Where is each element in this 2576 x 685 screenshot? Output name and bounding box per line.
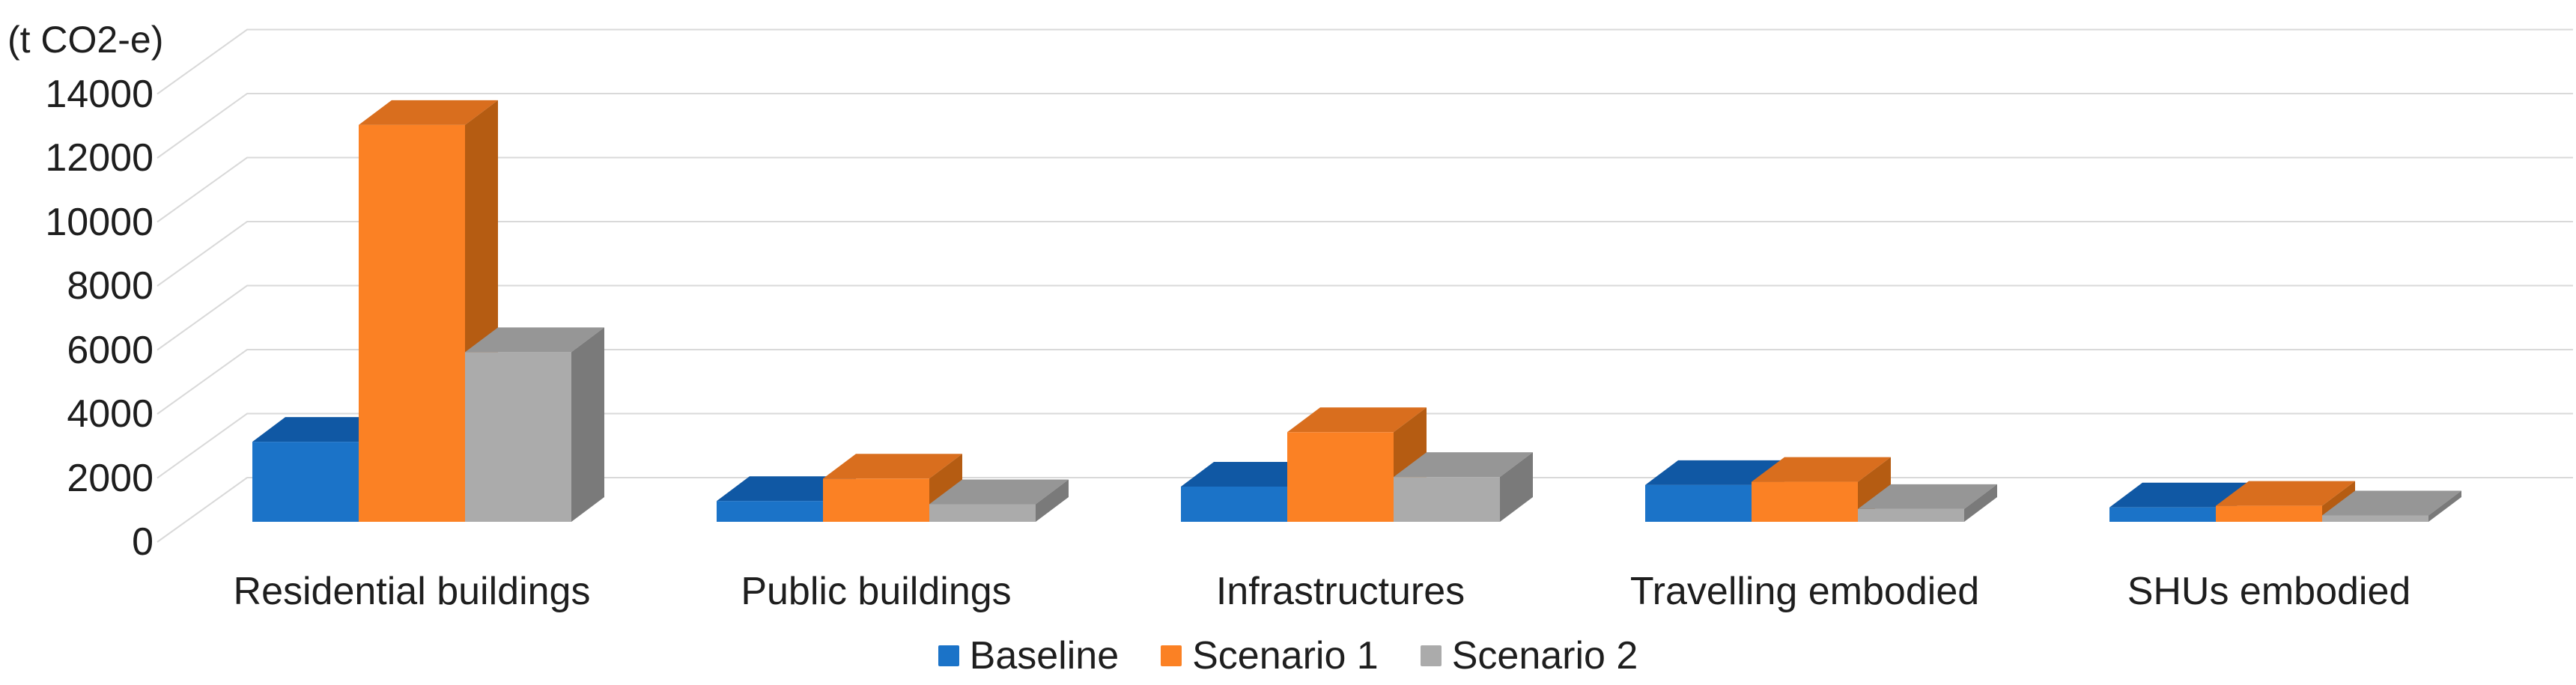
bar-scenario-1: [359, 124, 465, 522]
bar-top-face: [252, 417, 392, 442]
gridline: [157, 221, 2573, 287]
y-tick-label: 2000: [67, 456, 154, 500]
gridline: [157, 284, 2573, 351]
bar-top-face: [1394, 452, 1533, 478]
bar-scenario-2: [929, 504, 1036, 522]
y-tick-label: 14000: [45, 72, 154, 116]
category-label: Travelling embodied: [1629, 570, 1980, 613]
gridline: [157, 412, 2573, 479]
bar-top-face: [823, 454, 962, 479]
bar-scenario-1: [2216, 505, 2322, 522]
bar-top-face: [1287, 407, 1427, 433]
y-tick-label: 8000: [67, 264, 154, 308]
bar-top-face: [2216, 481, 2355, 506]
category-label: Residential buildings: [233, 570, 591, 613]
bar-side-face: [1500, 452, 1533, 522]
legend-label: Scenario 2: [1451, 634, 1638, 678]
bar-top-face: [1752, 457, 1891, 482]
category-label: Public buildings: [741, 570, 1012, 613]
bar-scenario-1: [823, 478, 929, 522]
category-label: SHUs embodied: [2127, 570, 2411, 613]
bar-scenario-2: [1394, 477, 1500, 522]
gridline: [157, 349, 2573, 415]
legend-swatch-icon: [938, 645, 959, 666]
legend-swatch-icon: [1161, 645, 1182, 666]
y-tick-label: 4000: [67, 392, 154, 436]
legend-item: Scenario 1: [1161, 635, 1379, 677]
bar-baseline: [2109, 507, 2216, 522]
bar-scenario-2: [1858, 508, 1964, 522]
bar-top-face: [1645, 460, 1784, 485]
bar-side-face: [1036, 479, 1069, 522]
bar-side-face: [571, 327, 604, 522]
bar-baseline: [1645, 484, 1752, 522]
legend-label: Scenario 1: [1192, 634, 1379, 678]
bar-top-face: [1181, 461, 1320, 487]
gridline: [157, 156, 2573, 223]
y-tick-label: 0: [132, 520, 154, 564]
bar-top-face: [717, 476, 856, 502]
bar-top-face: [2109, 482, 2249, 508]
bar-scenario-1: [1752, 481, 1858, 522]
gridline: [157, 93, 2573, 159]
bar-top-face: [465, 327, 604, 353]
bar-scenario-2: [465, 352, 571, 522]
bar-scenario-2: [2322, 515, 2428, 522]
bar-top-face: [929, 479, 1069, 505]
legend-item: Scenario 2: [1420, 634, 1638, 678]
legend-label: Baseline: [969, 634, 1120, 678]
gridline: [157, 28, 2573, 95]
bar-baseline: [252, 442, 359, 522]
y-tick-label: 12000: [45, 136, 154, 180]
bar-scenario-1: [1287, 432, 1394, 522]
bar-top-face: [1858, 484, 1997, 509]
bar-side-face: [2428, 490, 2461, 522]
chart-legend: Baseline Scenario 1 Scenario 2: [0, 635, 2576, 677]
category-label: Infrastructures: [1215, 570, 1465, 613]
legend-swatch-icon: [1420, 645, 1442, 666]
legend-item: Baseline: [938, 635, 1119, 677]
bar-side-face: [1964, 484, 1997, 522]
y-tick-label: 6000: [67, 328, 154, 372]
bar-top-face: [359, 100, 498, 125]
bar-baseline: [717, 501, 823, 522]
bar-top-face: [2322, 490, 2461, 516]
y-axis-title: (t CO2-e): [7, 19, 164, 61]
bar-baseline: [1181, 486, 1287, 522]
y-tick-label: 10000: [45, 200, 154, 244]
